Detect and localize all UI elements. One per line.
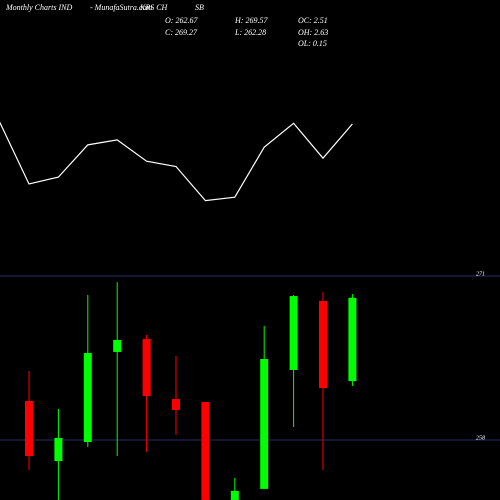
- header-left: Monthly Charts IND: [5, 3, 72, 12]
- stat: C: 269.27: [165, 28, 198, 37]
- close-line: [0, 121, 353, 202]
- stat: H: 269.57: [234, 16, 268, 25]
- stat: OL: 0.15: [298, 39, 327, 48]
- stat: OC: 2.51: [298, 16, 328, 25]
- header-tail: SB: [195, 3, 204, 12]
- candle-body: [230, 490, 239, 500]
- header-symbol: KRS CH: [139, 3, 169, 12]
- candle-body: [172, 398, 180, 410]
- candle-body: [83, 352, 92, 442]
- candle-body: [289, 296, 298, 370]
- stat: OH: 2.63: [298, 28, 328, 37]
- y-tick-label: 258: [476, 435, 485, 441]
- candle-body: [348, 297, 357, 382]
- candle-body: [260, 358, 269, 489]
- candle-body: [201, 401, 210, 500]
- candle-body: [319, 300, 327, 388]
- candle-body: [113, 339, 122, 352]
- y-tick-label: 271: [476, 271, 485, 277]
- candle-body: [142, 338, 151, 396]
- stat: L: 262.28: [234, 28, 266, 37]
- stat: O: 262.67: [165, 16, 198, 25]
- candle-body: [54, 437, 63, 462]
- candle-body: [25, 400, 33, 456]
- header-site: - MunafaSutra.com: [90, 3, 152, 12]
